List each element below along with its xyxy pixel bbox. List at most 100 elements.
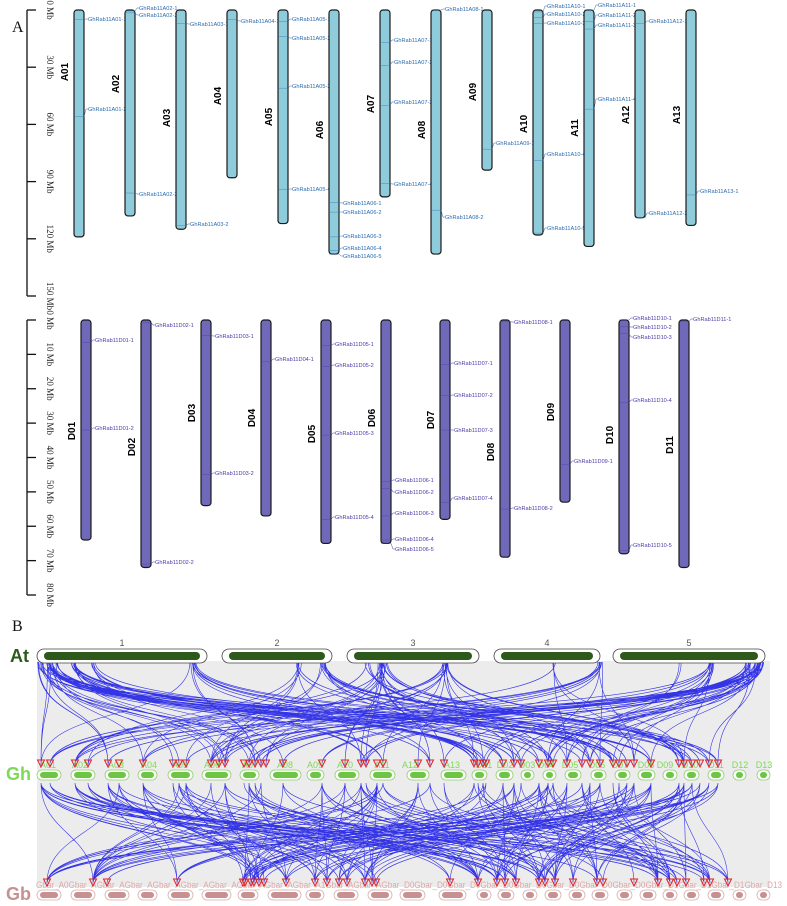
gene-marker-triangle <box>705 878 715 888</box>
chromosome-a06: A06 GhRab11A06-1 GhRab11A06-2 GhRab11A06-3 G… <box>315 9 381 260</box>
gb-chromosome-gbar_d04 <box>544 889 562 901</box>
gene-marker-triangle <box>511 878 521 888</box>
gene-label: GhRab11D10-1 <box>633 316 672 322</box>
chromosome-label: A04 <box>213 86 224 105</box>
chromosome-label: D02 <box>127 437 138 456</box>
chromosome-label: D01 <box>67 421 78 440</box>
gene-marker-triangle <box>595 759 605 769</box>
gene-marker-triangle <box>699 878 709 888</box>
axis-tick-label: 30 Mb <box>45 55 55 79</box>
gene-marker-triangle <box>445 878 455 888</box>
gh-chromosome-label: D13 <box>756 760 773 770</box>
gh-chromosome-a02 <box>70 769 96 781</box>
gene-marker-triangle <box>181 759 191 769</box>
gene-label: GhRab11A07-4 <box>394 182 432 188</box>
gh-chromosome-label: A09 <box>307 760 323 770</box>
gene-label: GhRab11D05-2 <box>335 363 374 369</box>
gene-label: GhRab11D10-3 <box>633 335 672 341</box>
gene-marker-triangle <box>168 759 178 769</box>
gene-marker-triangle <box>516 759 526 769</box>
axis-tick-label: 90 Mb <box>45 170 55 194</box>
gene-label: GhRab11D08-2 <box>514 506 553 512</box>
chromosome-bar <box>328 9 340 255</box>
gb-chromosome-gbar_d05 <box>568 889 586 901</box>
gh-chromosome-d09 <box>662 769 678 781</box>
gh-chromosome-a07 <box>239 769 260 781</box>
gb-chromosome-gbar_d13 <box>756 889 771 901</box>
gh-chromosome-d03 <box>520 769 535 781</box>
gene-marker-triangle <box>562 759 572 769</box>
axis-tick-label: 120 Mb <box>45 225 55 254</box>
chromosome-a09: A09 GhRab11A09-1 <box>468 9 534 171</box>
gene-marker-triangle <box>361 759 371 769</box>
axis-tick-label: 50 Mb <box>45 480 55 504</box>
gene-marker-triangle <box>249 878 259 888</box>
gene-marker-triangle <box>70 759 80 769</box>
at-chromosome-5: 5 <box>612 638 766 664</box>
axis-tick-label: 0 Mb <box>45 0 55 20</box>
a-subgenome-chromosomes: A01 GhRab11A01-1 GhRab11A01-2 A02 GhRab11A02… <box>60 3 738 260</box>
gene-marker-triangle <box>114 759 124 769</box>
gene-marker-triangle <box>614 759 624 769</box>
gene-marker-triangle <box>371 878 381 888</box>
gene-marker-triangle <box>550 878 560 888</box>
gh-chromosome-label: D04 <box>538 760 555 770</box>
gene-label: GhRab11A06-5 <box>343 254 381 260</box>
gb-chromosome-gbar_a06 <box>201 889 232 901</box>
chromosome-d07: D07 GhRab11D07-1 GhRab11D07-2 GhRab11D07-3 G… <box>426 319 493 520</box>
chromosome-d05: D05 GhRab11D05-1 GhRab11D05-2 GhRab11D05-3 G… <box>307 319 374 545</box>
gh-chromosome-a04 <box>137 769 158 781</box>
gene-label: GhRab11A07-2 <box>394 60 432 66</box>
gene-marker-triangle <box>498 759 508 769</box>
gh-chromosome-label: D09 <box>657 760 674 770</box>
gene-label: GhRab11D08-1 <box>514 320 553 326</box>
gene-label: GhRab11A10-5 <box>547 226 585 232</box>
gene-label: GhRab11A12-1 <box>649 19 687 25</box>
chromosome-a05: A05 GhRab11A05-1 GhRab11A05-2 GhRab11A05-3 G… <box>264 9 330 225</box>
chromosome-bar <box>481 9 493 171</box>
gene-label: GhRab11D05-4 <box>335 515 374 521</box>
gene-marker-triangle <box>334 878 344 888</box>
chromosome-bar <box>320 319 332 545</box>
gene-marker-triangle <box>278 759 288 769</box>
species-label-gb: Gb <box>6 884 31 904</box>
gene-label: GhRab11A03-1 <box>190 22 228 28</box>
chromosome-label: D03 <box>187 403 198 422</box>
gene-label: GhRab11A07-3 <box>394 100 432 106</box>
gene-marker-triangle <box>220 759 230 769</box>
gene-label: GhRab11D01-2 <box>95 426 134 432</box>
gh-chromosome-a06 <box>201 769 232 781</box>
gene-marker-triangle <box>653 878 663 888</box>
gh-chromosome-a13 <box>440 769 467 781</box>
gb-chromosome-gbar_d12 <box>732 889 747 901</box>
gene-marker-triangle <box>629 759 639 769</box>
gene-label: GhRab11A10-4 <box>547 152 585 158</box>
at-chromosome-track: 1 2 3 4 5 <box>36 638 766 664</box>
gh-chromosome-track: A01 A02 A03 A04 A05 A06 A07 A08 A09 A10 A11 A12 A13 D… <box>36 759 773 781</box>
gene-label: GhRab11D10-2 <box>633 325 672 331</box>
chromosome-label: D07 <box>426 410 437 429</box>
gene-marker-triangle <box>356 759 366 769</box>
axis-tick-label: 40 Mb <box>45 446 55 470</box>
gh-chromosome-d02 <box>495 769 514 781</box>
at-chromosome-number: 4 <box>544 638 549 648</box>
gene-marker-triangle <box>481 759 491 769</box>
gb-chromosome-gbar_d09 <box>662 889 678 901</box>
chromosome-bar <box>226 9 238 179</box>
gene-marker-triangle <box>256 759 266 769</box>
gene-label: GhRab11A11-4 <box>598 97 636 103</box>
chromosome-bar <box>532 9 544 236</box>
axis-tick-label: 60 Mb <box>45 113 55 137</box>
gh-chromosome-a03 <box>104 769 130 781</box>
a-genome-scale-axis: 0 Mb 30 Mb 60 Mb 90 Mb 120 Mb 150 Mb <box>26 0 55 311</box>
at-chromosome-number: 3 <box>410 638 415 648</box>
chromosome-bar <box>175 9 187 230</box>
at-chromosome-4: 4 <box>493 638 601 664</box>
chromosome-bar <box>634 9 646 219</box>
gene-label: GhRab11D06-5 <box>395 547 434 553</box>
gh-chromosome-a09 <box>306 769 325 781</box>
gh-chromosome-d10 <box>683 769 700 781</box>
chromosome-bar <box>685 9 697 227</box>
gene-marker-triangle <box>473 878 483 888</box>
chromosome-bar <box>124 9 136 217</box>
